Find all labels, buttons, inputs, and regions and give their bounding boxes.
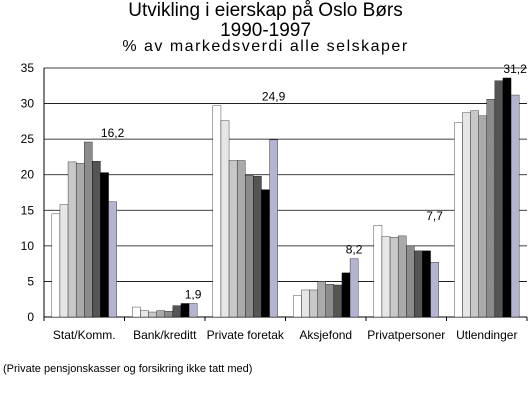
x-category-label: Privatpersoner xyxy=(367,328,445,342)
chart-subtitle: 1990-1997 xyxy=(220,20,311,41)
data-label: 7,7 xyxy=(426,209,443,223)
bar xyxy=(172,305,182,318)
bar xyxy=(180,303,190,318)
footnote: (Private pensjonskasser og forsikring ik… xyxy=(3,363,253,375)
bar xyxy=(454,122,463,318)
y-tick-label: 35 xyxy=(21,61,35,75)
bar xyxy=(164,311,174,318)
bar xyxy=(486,99,496,318)
y-tick-label: 25 xyxy=(21,132,35,146)
bar xyxy=(414,250,423,318)
x-category-label: Aksjefond xyxy=(299,328,352,342)
y-tick-label: 30 xyxy=(21,97,35,111)
bar xyxy=(140,310,149,318)
data-label: 31,2 xyxy=(503,62,527,76)
bar xyxy=(430,262,439,318)
data-label: 1,9 xyxy=(185,287,202,301)
y-tick-label: 10 xyxy=(21,239,35,253)
bar xyxy=(220,120,230,318)
bar xyxy=(228,160,238,318)
bar xyxy=(462,112,471,318)
y-tick-label: 5 xyxy=(27,274,34,288)
bar xyxy=(212,105,222,318)
bar xyxy=(51,213,61,318)
bar xyxy=(389,237,399,318)
bar xyxy=(132,306,141,318)
bar xyxy=(59,204,69,318)
data-label: 8,2 xyxy=(346,243,363,257)
data-label: 24,9 xyxy=(262,90,286,104)
bar xyxy=(325,284,335,318)
bar xyxy=(494,80,504,318)
bar xyxy=(309,289,318,318)
bar xyxy=(317,281,326,318)
bar xyxy=(373,225,383,318)
bar xyxy=(92,161,101,318)
bar xyxy=(397,235,407,318)
chart-title: Utvikling i eierskap på Oslo Børs xyxy=(128,0,403,21)
x-category-label: Private foretak xyxy=(207,328,285,342)
bar xyxy=(510,94,520,318)
x-category-label: Bank/kreditt xyxy=(133,328,197,342)
bar xyxy=(148,311,157,318)
bar xyxy=(293,295,302,318)
y-tick-label: 20 xyxy=(21,168,35,182)
bar xyxy=(84,141,93,318)
bar xyxy=(75,163,85,318)
x-category-label: Stat/Komm. xyxy=(53,328,116,342)
y-tick-label: 15 xyxy=(21,203,35,217)
bar xyxy=(67,161,77,318)
bar xyxy=(108,201,117,318)
bar xyxy=(349,258,359,318)
bar xyxy=(333,284,343,318)
bar xyxy=(261,189,270,318)
bar xyxy=(478,115,487,318)
bar xyxy=(236,160,246,318)
bar xyxy=(381,236,391,318)
bar xyxy=(100,172,109,318)
chart-subtitle-units: % av markedsverdi alle selskaper xyxy=(122,38,409,55)
bar xyxy=(422,250,431,318)
bar xyxy=(341,272,351,318)
bar xyxy=(502,77,512,318)
bar xyxy=(470,110,479,318)
bar xyxy=(269,139,278,318)
data-label: 16,2 xyxy=(101,126,125,140)
bar xyxy=(301,289,310,318)
bar xyxy=(253,175,262,318)
bar xyxy=(188,303,198,318)
x-category-label: Utlendinger xyxy=(456,328,517,342)
y-tick-label: 0 xyxy=(27,310,34,324)
bar xyxy=(406,245,415,318)
bar xyxy=(156,310,165,318)
bar xyxy=(245,175,254,318)
